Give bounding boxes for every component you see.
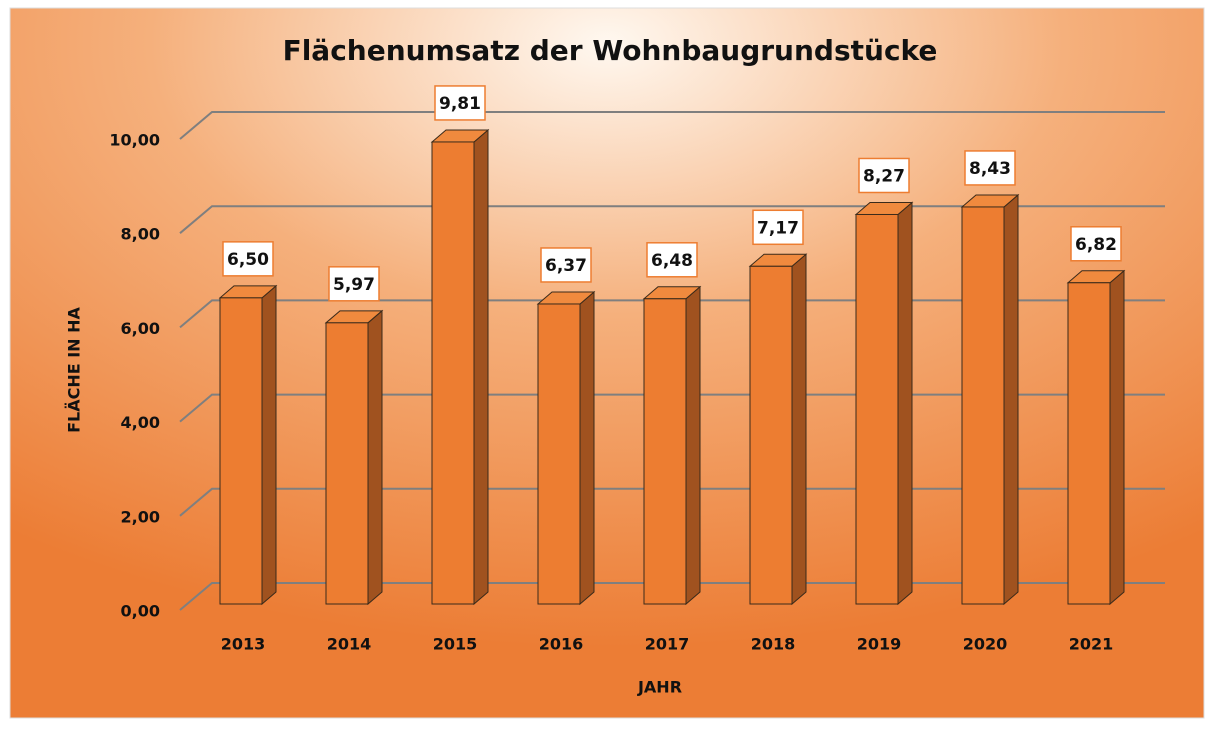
bar xyxy=(218,284,278,606)
bar xyxy=(642,285,702,606)
data-label: 7,17 xyxy=(757,218,799,238)
chart-title: Flächenumsatz der Wohnbaugrundstücke xyxy=(283,34,938,67)
y-tick-label: 4,00 xyxy=(121,413,160,432)
chart-background xyxy=(9,7,1205,719)
data-label-box xyxy=(858,157,910,194)
data-label: 5,97 xyxy=(333,275,375,295)
x-tick-label: 2013 xyxy=(221,635,266,654)
data-label-box xyxy=(540,247,592,283)
data-label-box xyxy=(434,85,486,121)
x-tick-label: 2014 xyxy=(327,635,372,654)
bar xyxy=(1066,269,1126,606)
data-label: 6,50 xyxy=(227,250,269,270)
y-axis-title: FLÄCHE IN HA xyxy=(65,306,84,432)
data-label: 6,82 xyxy=(1075,235,1117,255)
y-tick-label: 0,00 xyxy=(121,602,160,621)
x-tick-label: 2018 xyxy=(751,635,796,654)
bar xyxy=(536,290,596,606)
x-tick-label: 2021 xyxy=(1069,635,1114,654)
y-tick-label: 2,00 xyxy=(121,507,160,526)
grid-line xyxy=(179,487,1165,517)
x-tick-label: 2015 xyxy=(433,635,478,654)
data-label-box xyxy=(964,150,1016,186)
grid-line xyxy=(179,111,1165,140)
grid-line xyxy=(179,299,1165,329)
grid-line xyxy=(179,582,1165,611)
data-label: 6,37 xyxy=(545,256,587,276)
data-label-box xyxy=(646,242,698,278)
y-tick-label: 10,00 xyxy=(109,131,160,150)
data-label: 8,27 xyxy=(863,166,905,186)
data-label-box xyxy=(752,209,804,246)
data-label-box xyxy=(222,241,274,277)
y-tick-label: 8,00 xyxy=(121,225,160,244)
bar xyxy=(748,253,808,606)
x-tick-label: 2019 xyxy=(857,635,902,654)
x-tick-label: 2017 xyxy=(645,635,690,654)
bar xyxy=(430,128,490,606)
x-tick-label: 2020 xyxy=(963,635,1008,654)
data-label-box xyxy=(1070,226,1122,262)
bar xyxy=(324,309,384,606)
data-label-box xyxy=(328,266,380,302)
grid-line xyxy=(179,393,1165,423)
data-label: 8,43 xyxy=(969,159,1011,179)
x-tick-label: 2016 xyxy=(539,635,584,654)
data-label: 9,81 xyxy=(439,94,481,114)
bar xyxy=(854,201,914,606)
y-tick-label: 6,00 xyxy=(121,319,160,338)
grid-line xyxy=(179,205,1165,234)
bar xyxy=(960,193,1020,606)
x-axis-title: JAHR xyxy=(637,678,682,697)
data-label: 6,48 xyxy=(651,251,693,271)
